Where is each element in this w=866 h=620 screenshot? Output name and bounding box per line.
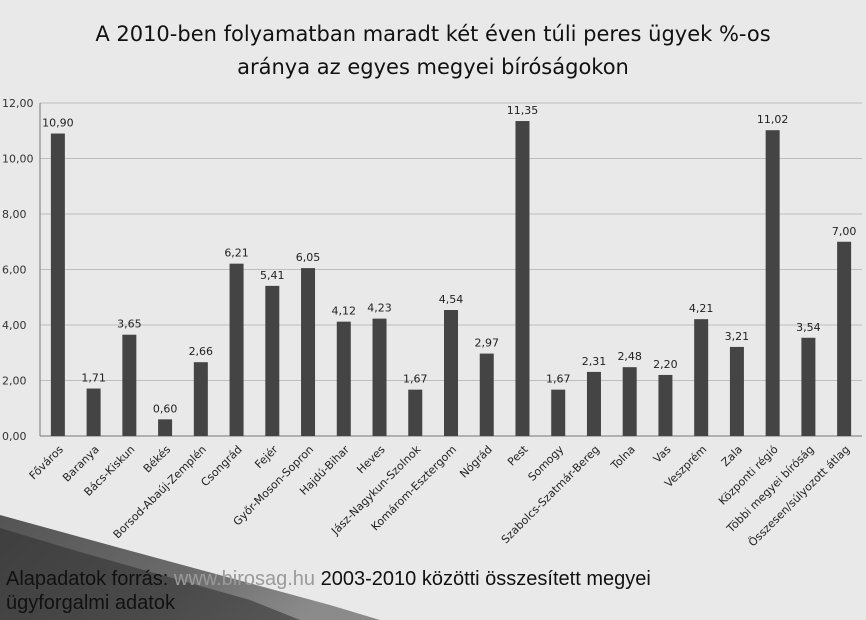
bar xyxy=(729,346,744,436)
data-label: 2,48 xyxy=(617,350,642,363)
chart-title-line-2: aránya az egyes megyei bíróságokon xyxy=(237,55,629,79)
bar xyxy=(265,285,280,436)
bar xyxy=(444,310,458,436)
data-label: 4,21 xyxy=(689,302,714,315)
data-label: 4,23 xyxy=(367,302,392,315)
bar xyxy=(765,130,780,436)
data-label: 10,90 xyxy=(42,117,74,130)
source-note-link: www.birosag.hu xyxy=(173,568,321,590)
data-label: 2,31 xyxy=(582,355,607,368)
data-label: 4,12 xyxy=(332,305,357,318)
bar xyxy=(837,241,852,436)
chart-title: A 2010-ben folyamatban maradt két éven t… xyxy=(0,18,866,84)
bar xyxy=(586,371,601,436)
data-label: 6,05 xyxy=(296,251,321,264)
bar xyxy=(551,389,566,436)
data-label: 4,54 xyxy=(439,293,464,306)
source-note-line-2: ügyforgalmi adatok xyxy=(6,592,175,614)
bar xyxy=(86,388,101,436)
y-tick-label: 0,00 xyxy=(2,430,27,443)
bar xyxy=(50,133,65,436)
source-note: Alapadatok forrás: www.birosag.hu 2003-2… xyxy=(6,567,786,615)
data-label: 1,71 xyxy=(81,372,106,385)
y-tick-label: 6,00 xyxy=(2,264,27,277)
data-label: 2,20 xyxy=(653,358,678,371)
data-label: 5,41 xyxy=(260,269,285,282)
data-label: 2,66 xyxy=(189,345,214,358)
bar xyxy=(336,321,351,436)
data-label: 11,02 xyxy=(757,113,789,126)
bar xyxy=(658,374,673,436)
bar xyxy=(479,353,494,436)
data-label: 11,35 xyxy=(507,104,539,117)
data-label: 3,65 xyxy=(117,318,142,331)
data-label: 1,67 xyxy=(546,373,571,386)
chart-title-line-1: A 2010-ben folyamatban maradt két éven t… xyxy=(95,22,771,46)
data-label: 2,97 xyxy=(474,337,499,350)
bar xyxy=(515,121,530,436)
bar xyxy=(301,268,316,436)
bar xyxy=(193,362,208,436)
data-label: 0,60 xyxy=(153,402,178,415)
data-label: 7,00 xyxy=(832,225,857,238)
bar xyxy=(372,318,387,436)
y-tick-labels: 0,00 2,00 4,00 6,00 8,00 10,00 12,00 xyxy=(2,97,34,443)
bar xyxy=(229,263,244,436)
y-tick-label: 10,00 xyxy=(2,153,34,166)
y-tick-label: 2,00 xyxy=(2,375,27,388)
bar xyxy=(408,389,423,436)
bar xyxy=(622,367,637,436)
data-label: 6,21 xyxy=(224,247,249,260)
source-note-rest: 2003-2010 közötti összesített megyei xyxy=(320,568,651,590)
data-label: 1,67 xyxy=(403,373,428,386)
data-label: 3,21 xyxy=(725,330,750,343)
bar xyxy=(158,419,173,436)
data-label: 3,54 xyxy=(796,321,821,334)
y-tick-label: 4,00 xyxy=(2,319,27,332)
data-labels: 10,90 1,71 3,65 0,60 2,66 6,21 5,41 6,05 4,12 4,2… xyxy=(42,104,856,415)
source-note-prefix: Alapadatok forrás: xyxy=(6,568,174,590)
bars xyxy=(50,121,852,436)
bar xyxy=(801,337,816,436)
bar xyxy=(694,319,709,436)
y-tick-label: 12,00 xyxy=(2,97,34,110)
y-tick-label: 8,00 xyxy=(2,208,27,221)
bar xyxy=(122,334,137,436)
